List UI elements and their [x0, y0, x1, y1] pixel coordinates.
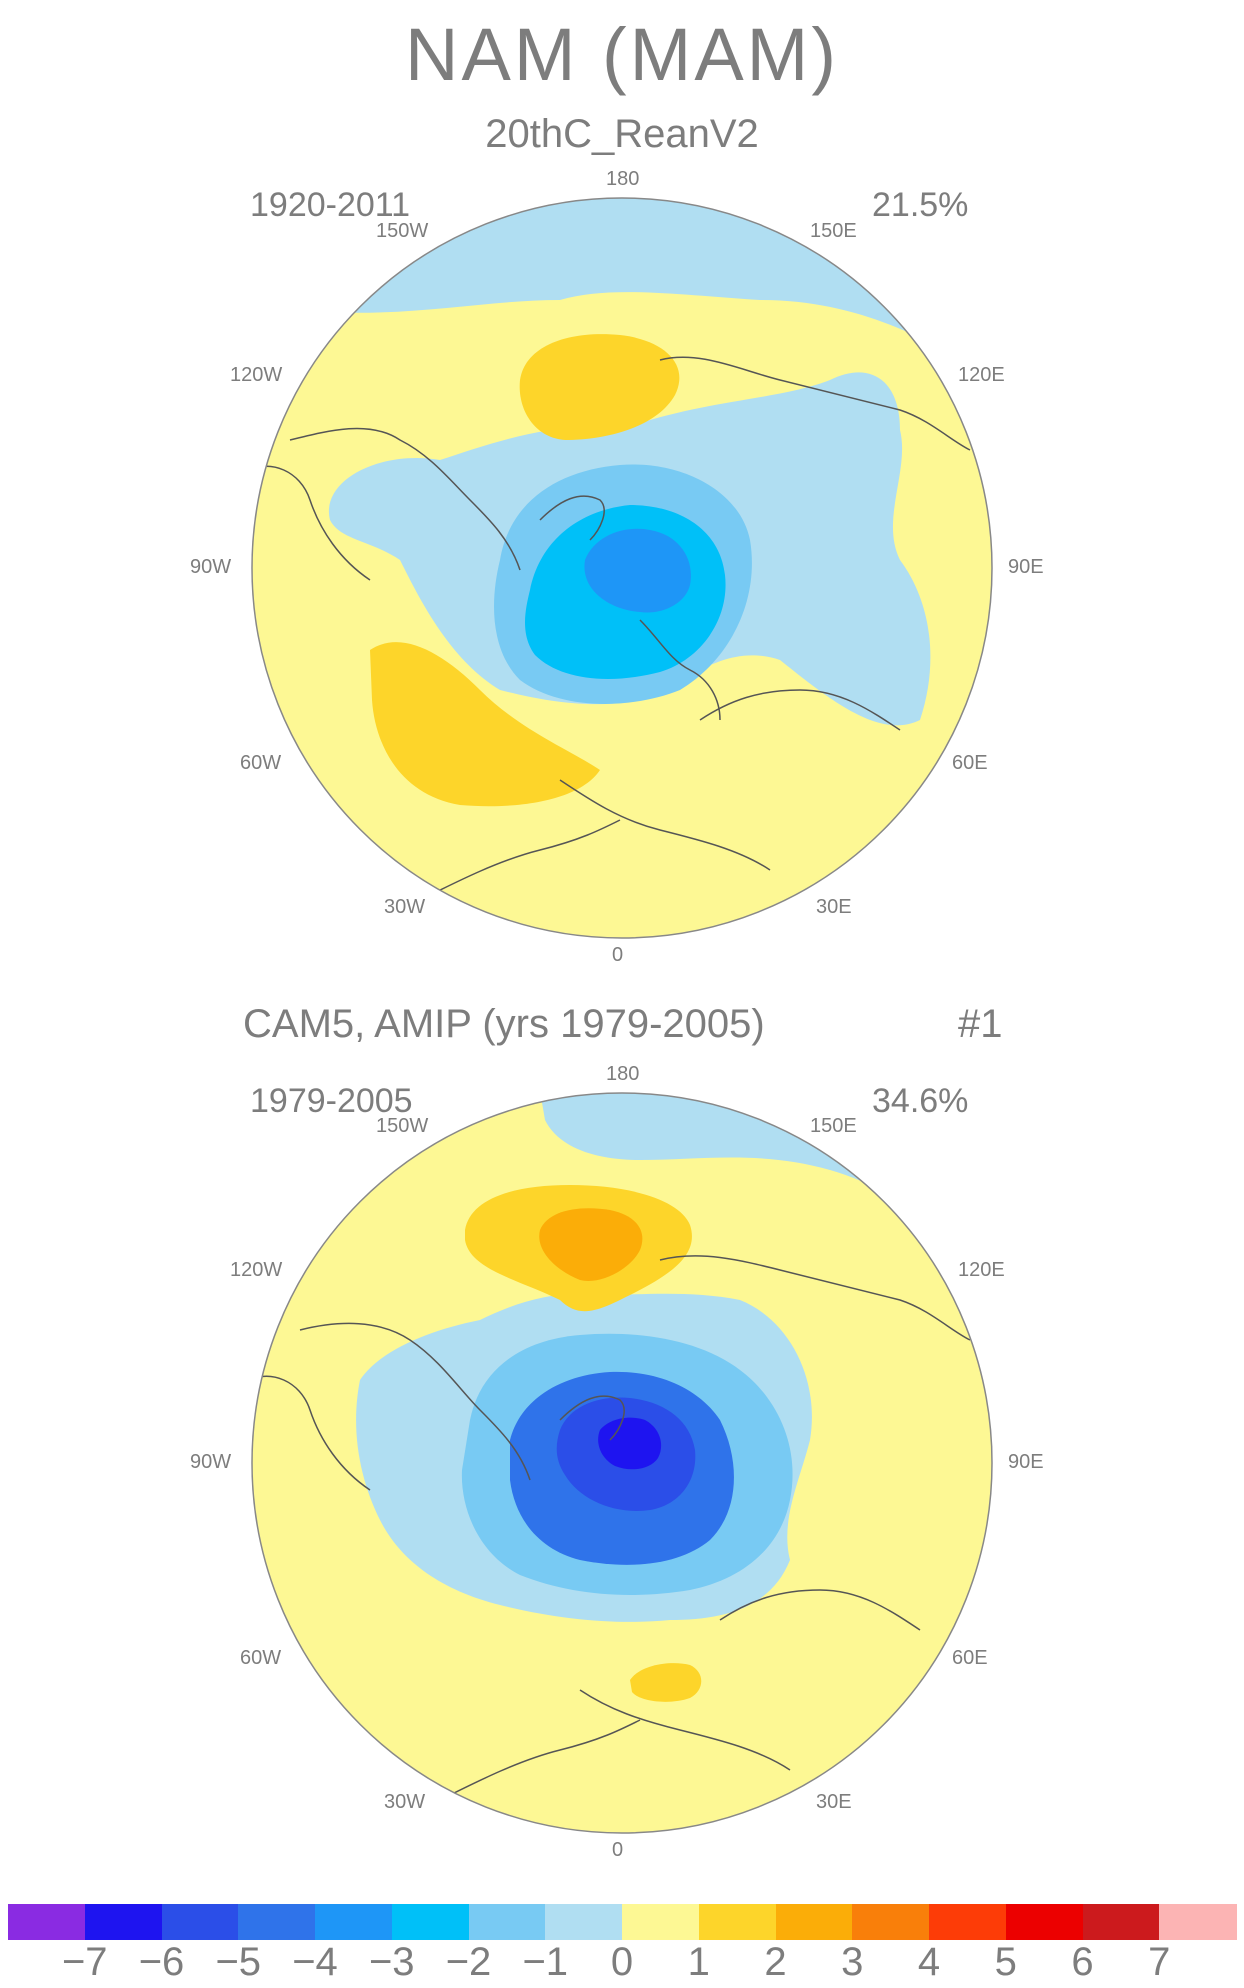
colorbar-swatch — [775, 1904, 853, 1940]
colorbar-tick-label: 1 — [687, 1940, 710, 1984]
panel-2-title: CAM5, AMIP (yrs 1979-2005) — [243, 1002, 765, 1046]
colorbar-swatch — [391, 1904, 469, 1940]
lon-label-60e: 60E — [952, 752, 988, 774]
lon-label-180: 180 — [606, 1063, 640, 1085]
lon-label-30e: 30E — [816, 1791, 852, 1813]
colorbar-tick-label: −6 — [138, 1940, 185, 1984]
map-panel-1 — [251, 197, 993, 939]
colorbar — [8, 1904, 1237, 1940]
lon-label-30w: 30W — [384, 896, 426, 918]
panel-2-period: 1979-2005 — [250, 1082, 413, 1120]
colorbar-swatch — [468, 1904, 546, 1940]
lon-label-60w: 60W — [240, 752, 282, 774]
lon-label-0: 0 — [612, 1839, 624, 1861]
lon-label-120w: 120W — [230, 1259, 283, 1281]
colorbar-tick-label: −1 — [522, 1940, 569, 1984]
colorbar-tick-label: −4 — [292, 1940, 338, 1984]
map-rim — [251, 197, 993, 939]
colorbar-tick-label: 6 — [1071, 1940, 1094, 1984]
colorbar-swatch — [1082, 1904, 1160, 1940]
colorbar-tick-label: 0 — [610, 1940, 634, 1984]
colorbar-swatch — [698, 1904, 776, 1940]
lon-label-120e: 120E — [958, 1259, 1005, 1281]
colorbar-swatch — [929, 1904, 1007, 1940]
coastlines — [252, 356, 971, 901]
colorbar-tick-label: −5 — [215, 1940, 262, 1984]
anomaly-positive-pacific-core — [539, 1208, 643, 1281]
lon-label-30w: 30W — [384, 1791, 426, 1813]
anomaly-positive-pacific — [519, 334, 680, 440]
map-panel-2 — [251, 1092, 993, 1834]
colorbar-swatch — [238, 1904, 316, 1940]
coastlines — [252, 1255, 971, 1801]
anomaly-positive-atlantic — [370, 642, 600, 807]
lon-label-120e: 120E — [958, 364, 1005, 386]
lon-label-90w: 90W — [190, 556, 232, 578]
lon-label-60w: 60W — [240, 1647, 282, 1669]
panel-1-title: 20thC_ReanV2 — [485, 112, 759, 156]
map-rim — [251, 1092, 993, 1834]
colorbar-swatch — [622, 1904, 700, 1940]
colorbar-swatch — [315, 1904, 393, 1940]
colorbar-tick-label: 4 — [917, 1940, 941, 1984]
colorbar-swatch — [84, 1904, 162, 1940]
colorbar-tick-label: −2 — [445, 1940, 492, 1984]
anomaly-negative-5 — [598, 1417, 662, 1470]
panel-2-variance: 34.6% — [872, 1082, 969, 1120]
colorbar-tick-label: 7 — [1148, 1940, 1171, 1984]
colorbar-tick-label: −3 — [368, 1940, 415, 1984]
colorbar-swatch — [8, 1904, 86, 1940]
colorbar-tick-label: 3 — [841, 1940, 864, 1984]
anomaly-negative-4 — [584, 528, 691, 613]
colorbar-swatch — [1005, 1904, 1083, 1940]
lon-label-150e: 150E — [810, 220, 857, 242]
colorbar-swatch — [1159, 1904, 1237, 1940]
lon-label-90e: 90E — [1008, 556, 1044, 578]
colorbar-swatch — [161, 1904, 239, 1940]
panel-2-suffix: #1 — [958, 1002, 1003, 1046]
colorbar-tick-label: 2 — [764, 1940, 787, 1984]
lon-label-0: 0 — [612, 944, 624, 966]
main-title: NAM (MAM) — [405, 13, 839, 96]
panel-1-period: 1920-2011 — [250, 186, 411, 224]
lon-label-150w: 150W — [376, 1115, 429, 1137]
colorbar-swatch — [852, 1904, 930, 1940]
colorbar-tick-label: −7 — [61, 1940, 108, 1984]
panel-1-variance: 21.5% — [872, 186, 969, 224]
lon-label-150e: 150E — [810, 1115, 857, 1137]
lon-label-150w: 150W — [376, 220, 429, 242]
anomaly-positive-atlantic — [630, 1663, 702, 1702]
lon-label-180: 180 — [606, 168, 640, 190]
colorbar-swatch — [545, 1904, 623, 1940]
lon-label-90e: 90E — [1008, 1451, 1044, 1473]
colorbar-tick-label: 5 — [994, 1940, 1017, 1984]
lon-label-30e: 30E — [816, 896, 852, 918]
colorbar-labels: −7 −6 −5 −4 −3 −2 −1 0 1 2 3 4 5 6 7 — [8, 1940, 1236, 1986]
lon-label-120w: 120W — [230, 364, 283, 386]
lon-label-60e: 60E — [952, 1647, 988, 1669]
polar-maps — [251, 197, 993, 1834]
lon-label-90w: 90W — [190, 1451, 232, 1473]
